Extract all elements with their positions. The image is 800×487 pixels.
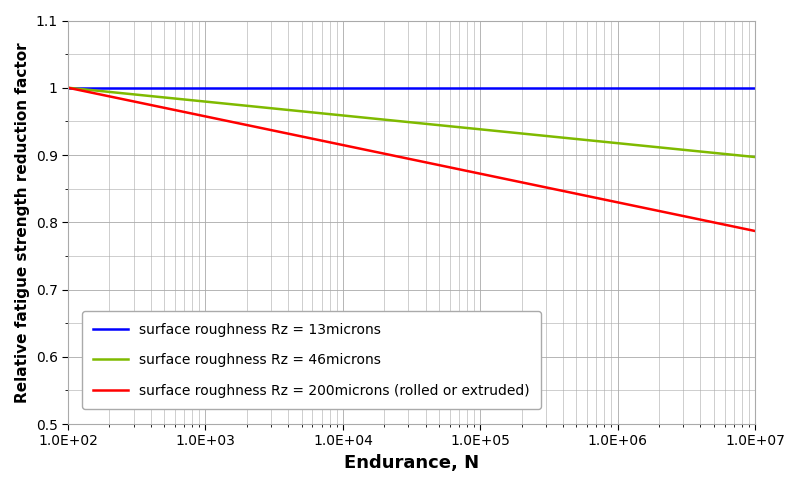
surface roughness Rz = 13microns — [394, 85, 403, 91]
surface roughness Rz = 13microns — [472, 85, 482, 91]
surface roughness Rz = 200microns (rolled or extruded) — [626, 202, 636, 208]
surface roughness Rz = 46microns — [626, 142, 636, 148]
surface roughness Rz = 200microns (rolled or extruded) — [63, 85, 73, 91]
surface roughness Rz = 46microns — [472, 126, 482, 132]
Y-axis label: Relative fatigue strength reduction factor: Relative fatigue strength reduction fact… — [15, 42, 30, 403]
Line: surface roughness Rz = 46microns: surface roughness Rz = 46microns — [68, 88, 755, 157]
surface roughness Rz = 46microns — [390, 118, 399, 124]
surface roughness Rz = 200microns (rolled or extruded) — [750, 228, 760, 234]
surface roughness Rz = 200microns (rolled or extruded) — [390, 153, 399, 159]
surface roughness Rz = 200microns (rolled or extruded) — [435, 162, 445, 168]
surface roughness Rz = 46microns — [63, 85, 73, 91]
surface roughness Rz = 46microns — [435, 122, 445, 128]
surface roughness Rz = 13microns — [435, 85, 445, 91]
Legend: surface roughness Rz = 13microns, surface roughness Rz = 46microns, surface roug: surface roughness Rz = 13microns, surfac… — [82, 312, 541, 409]
X-axis label: Endurance, N: Endurance, N — [344, 454, 479, 472]
surface roughness Rz = 13microns — [390, 85, 399, 91]
surface roughness Rz = 13microns — [63, 85, 73, 91]
surface roughness Rz = 200microns (rolled or extruded) — [472, 170, 482, 176]
Line: surface roughness Rz = 200microns (rolled or extruded): surface roughness Rz = 200microns (rolle… — [68, 88, 755, 231]
surface roughness Rz = 200microns (rolled or extruded) — [394, 154, 403, 160]
surface roughness Rz = 46microns — [734, 152, 743, 158]
surface roughness Rz = 13microns — [626, 85, 636, 91]
surface roughness Rz = 200microns (rolled or extruded) — [734, 225, 743, 230]
surface roughness Rz = 46microns — [750, 154, 760, 160]
surface roughness Rz = 13microns — [734, 85, 743, 91]
surface roughness Rz = 13microns — [750, 85, 760, 91]
surface roughness Rz = 46microns — [394, 118, 403, 124]
